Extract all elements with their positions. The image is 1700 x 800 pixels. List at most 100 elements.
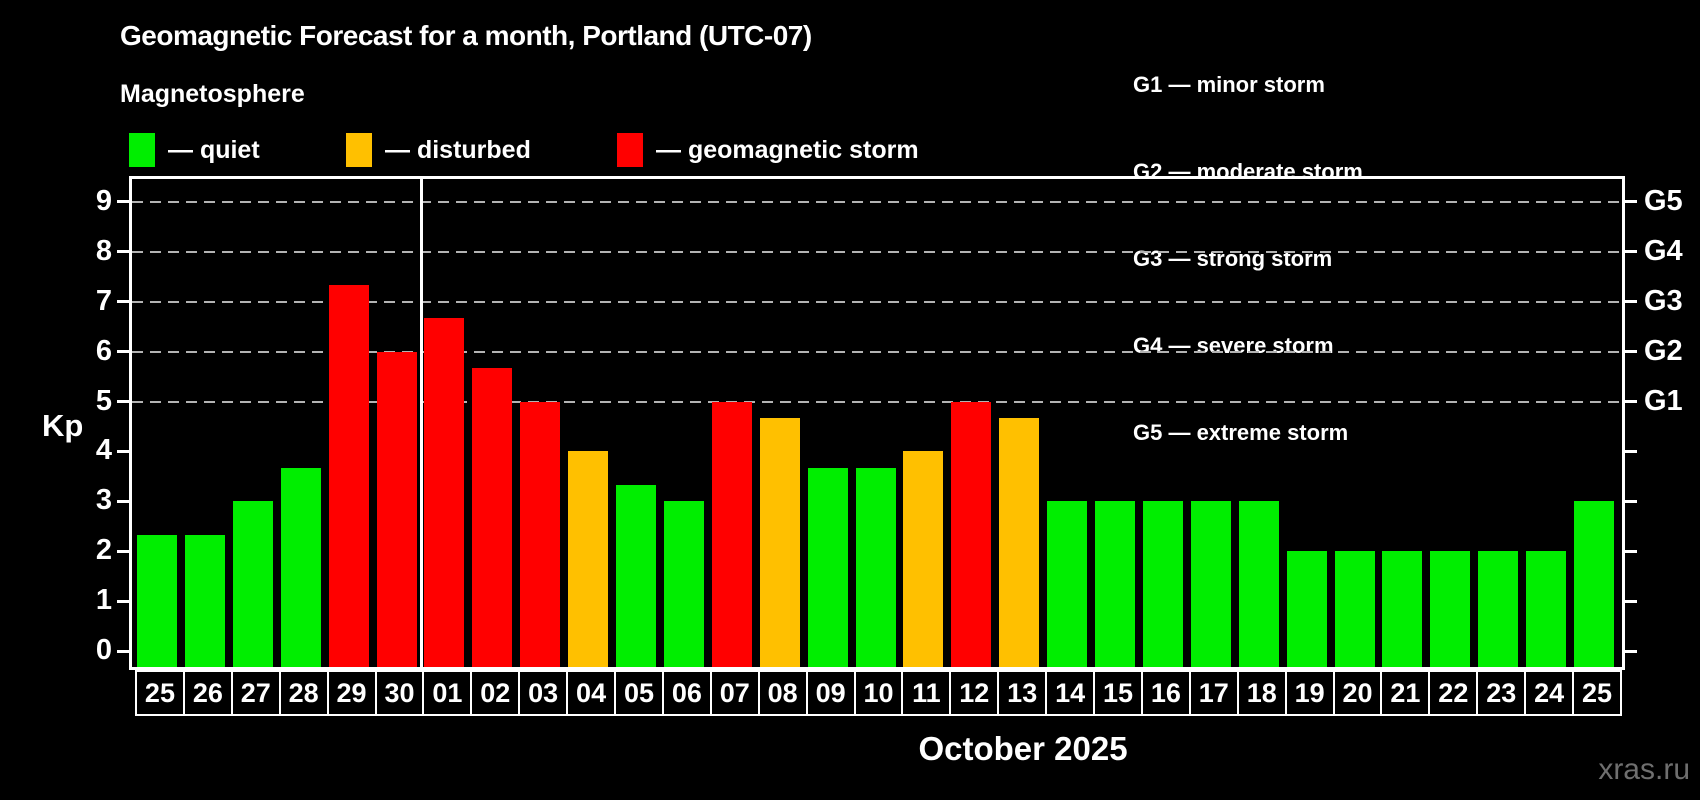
month-separator-line (419, 179, 423, 667)
left-tick-6 (117, 350, 129, 354)
day-label-cell: 24 (1524, 670, 1575, 716)
kp-bar-day-18 (1238, 501, 1279, 667)
day-label-cell: 15 (1093, 670, 1143, 716)
day-label-cell: 05 (614, 670, 664, 716)
day-label-cell: 10 (853, 670, 904, 716)
day-label-cell: 20 (1332, 670, 1383, 716)
right-tick-0 (1625, 649, 1637, 653)
kp-bar-day-22 (1430, 551, 1471, 667)
storm-color-swatch (617, 133, 643, 167)
day-label-cell: 29 (326, 670, 377, 716)
y-tick-label-0: 0 (95, 634, 112, 666)
magnetosphere-label: Magnetosphere (120, 80, 305, 108)
kp-bar-day-29 (328, 285, 369, 667)
right-axis-label-g2: G2 (1644, 334, 1683, 367)
day-label-cell: 03 (518, 670, 569, 716)
day-label-cell: 21 (1380, 670, 1431, 716)
day-label-cell: 08 (757, 670, 808, 716)
day-label-cell: 28 (278, 670, 329, 716)
kp-bar-day-14 (1047, 501, 1088, 667)
kp-bar-day-20 (1334, 551, 1375, 667)
left-tick-9 (117, 200, 129, 204)
legend-label-disturbed: — disturbed (385, 135, 531, 164)
day-label-cell: 25 (1572, 670, 1622, 716)
g-legend-line-g3: G3 — strong storm (1133, 246, 1333, 271)
left-tick-8 (117, 250, 129, 254)
left-tick-2 (117, 549, 129, 553)
day-label-cell: 23 (1476, 670, 1527, 716)
left-tick-5 (117, 400, 129, 403)
kp-bar-day-17 (1190, 501, 1231, 667)
g-legend-line-g5: G5 — extreme storm (1133, 420, 1349, 445)
kp-bar-day-04 (568, 451, 609, 667)
kp-bar-day-08 (759, 417, 800, 667)
right-axis-label-g5: G5 (1644, 184, 1683, 217)
kp-bar-day-11 (903, 451, 944, 667)
right-tick-4 (1625, 449, 1637, 453)
left-tick-7 (117, 300, 129, 304)
day-label-cell: 25 (135, 670, 185, 716)
legend-item-quiet: — quiet (129, 132, 260, 168)
legend-label-quiet: — quiet (168, 135, 260, 164)
left-tick-0 (117, 649, 129, 653)
kp-bar-day-24 (1526, 551, 1567, 667)
gridline-kp-5 (132, 400, 1622, 403)
day-label-cell: 13 (997, 670, 1048, 716)
right-tick-1 (1625, 599, 1637, 603)
legend-item-disturbed: — disturbed (346, 132, 531, 168)
kp-bar-day-25 (1574, 501, 1615, 667)
y-tick-label-1: 1 (95, 584, 112, 617)
gridline-kp-9 (132, 200, 1622, 203)
day-label-cell: 07 (709, 670, 760, 716)
day-label-cell: 14 (1045, 670, 1096, 716)
legend-label-storm: — geomagnetic storm (656, 135, 919, 164)
gridline-kp-8 (132, 250, 1622, 253)
kp-bar-day-23 (1478, 551, 1519, 667)
disturbed-color-swatch (346, 133, 372, 167)
kp-bar-day-07 (711, 401, 752, 667)
day-label-cell: 09 (805, 670, 856, 716)
left-tick-3 (117, 499, 129, 503)
kp-bar-day-30 (376, 351, 417, 667)
kp-bar-day-03 (520, 401, 561, 667)
right-axis-label-g4: G4 (1644, 234, 1683, 267)
kp-bar-day-19 (1286, 551, 1327, 667)
g-legend-line-g1: G1 — minor storm (1133, 72, 1325, 97)
y-tick-label-8: 8 (95, 234, 112, 267)
day-label-cell: 04 (566, 670, 617, 716)
gridline-kp-7 (132, 300, 1622, 303)
quiet-color-swatch (129, 133, 155, 167)
day-label-cell: 26 (182, 670, 233, 716)
kp-bar-day-16 (1142, 501, 1183, 667)
month-label: October 2025 (918, 730, 1128, 767)
right-tick-5 (1625, 400, 1637, 403)
day-label-cell: 22 (1428, 670, 1479, 716)
g-scale-legend: G1 — minor storm G2 — moderate storm G3 … (1133, 12, 1363, 505)
right-tick-6 (1625, 350, 1637, 354)
kp-bar-day-21 (1382, 551, 1423, 667)
watermark: xras.ru (1598, 753, 1690, 786)
kp-bar-day-09 (807, 467, 848, 667)
day-label-cell: 27 (230, 670, 281, 716)
day-label-cell: 19 (1284, 670, 1335, 716)
kp-bar-day-27 (232, 501, 273, 667)
kp-bar-day-05 (616, 484, 657, 667)
kp-bar-day-26 (184, 534, 225, 667)
y-tick-label-5: 5 (95, 384, 112, 417)
day-label-cell: 06 (661, 670, 712, 716)
left-tick-1 (117, 599, 129, 603)
kp-bar-day-25 (137, 534, 177, 667)
chart-title: Geomagnetic Forecast for a month, Portla… (120, 20, 812, 51)
right-axis-label-g3: G3 (1644, 284, 1683, 317)
day-label-cell: 30 (374, 670, 425, 716)
y-tick-label-3: 3 (95, 484, 112, 517)
right-tick-9 (1625, 200, 1637, 204)
y-tick-label-4: 4 (95, 434, 112, 467)
kp-axis-label: Kp (42, 408, 84, 443)
left-tick-4 (117, 449, 129, 453)
kp-bar-day-02 (472, 368, 513, 667)
gridline-kp-6 (132, 350, 1622, 353)
g-legend-line-g2: G2 — moderate storm (1133, 159, 1363, 184)
kp-bar-day-28 (280, 467, 321, 667)
kp-bar-day-13 (999, 417, 1040, 667)
